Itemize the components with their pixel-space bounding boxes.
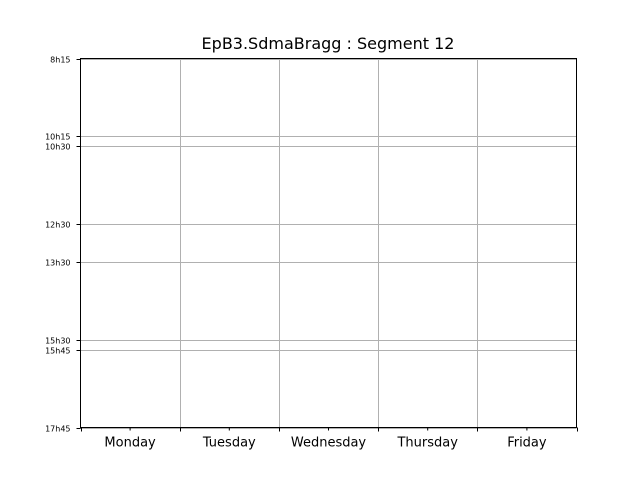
ytick-label: 12h30 xyxy=(45,221,70,230)
ytick-label: 17h45 xyxy=(45,425,70,434)
xtick-label: Friday xyxy=(507,436,547,451)
xtick-label: Thursday xyxy=(396,436,458,451)
xtick-label: Wednesday xyxy=(291,436,367,451)
ytick-label: 10h30 xyxy=(45,143,70,152)
ytick-label: 10h15 xyxy=(45,133,70,142)
grid-lines xyxy=(80,58,577,429)
ytick-label: 15h45 xyxy=(45,347,70,356)
ytick-label: 13h30 xyxy=(45,259,70,268)
xtick-label: Monday xyxy=(104,436,156,451)
xtick-label: Tuesday xyxy=(202,436,256,451)
plot-frame xyxy=(80,58,577,428)
ytick-label: 15h30 xyxy=(45,337,70,346)
ytick-label: 8h15 xyxy=(50,56,70,65)
chart-title: EpB3.SdmaBragg : Segment 12 xyxy=(202,34,455,53)
x-axis-ticks: Monday Tuesday Wednesday Thursday Friday xyxy=(81,427,578,451)
